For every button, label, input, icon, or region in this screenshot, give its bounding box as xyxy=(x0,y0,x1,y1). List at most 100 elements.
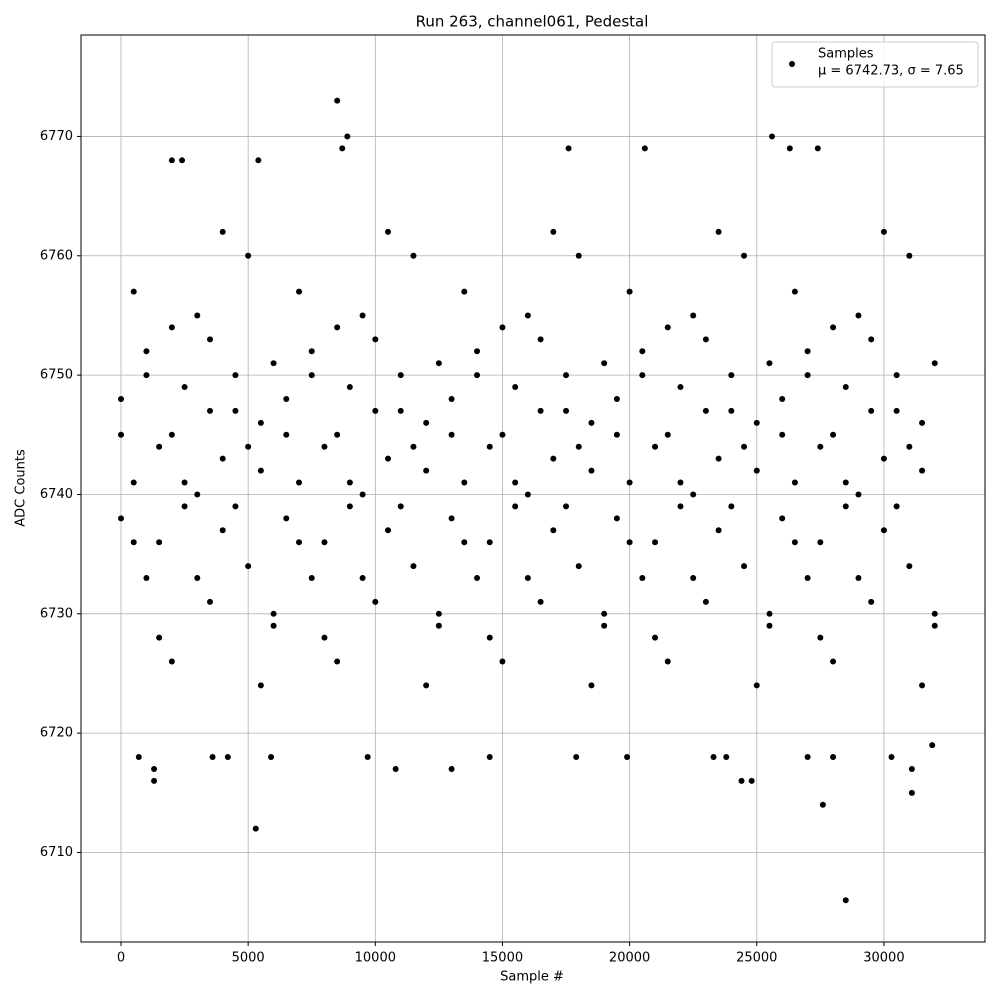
point xyxy=(524,575,531,582)
point xyxy=(168,324,175,331)
point xyxy=(537,336,544,343)
point xyxy=(461,288,468,295)
point xyxy=(385,455,392,462)
point xyxy=(769,133,776,140)
point xyxy=(855,491,862,498)
point xyxy=(499,324,506,331)
x-tick-label: 30000 xyxy=(863,951,904,966)
point xyxy=(842,503,849,510)
point xyxy=(207,407,214,414)
point xyxy=(728,407,735,414)
x-tick-label: 5000 xyxy=(232,951,265,966)
point xyxy=(346,503,353,510)
point xyxy=(448,765,455,772)
point xyxy=(321,634,328,641)
point xyxy=(346,479,353,486)
point xyxy=(741,252,748,259)
point xyxy=(741,563,748,570)
point xyxy=(181,479,188,486)
point xyxy=(868,407,875,414)
point xyxy=(334,97,341,104)
point xyxy=(385,228,392,235)
point xyxy=(207,598,214,605)
point xyxy=(537,598,544,605)
point xyxy=(344,133,351,140)
point xyxy=(626,539,633,546)
point xyxy=(613,395,620,402)
point xyxy=(130,288,137,295)
point xyxy=(435,610,442,617)
point xyxy=(499,658,506,665)
point xyxy=(168,658,175,665)
point xyxy=(118,431,125,438)
point xyxy=(639,575,646,582)
point xyxy=(252,825,259,832)
point xyxy=(728,503,735,510)
y-tick-label: 6720 xyxy=(40,726,73,741)
point xyxy=(118,395,125,402)
point xyxy=(563,407,570,414)
point xyxy=(334,324,341,331)
point xyxy=(830,754,837,761)
point xyxy=(715,228,722,235)
point xyxy=(791,479,798,486)
point xyxy=(664,431,671,438)
point xyxy=(817,634,824,641)
point xyxy=(814,145,821,152)
point xyxy=(397,372,404,379)
point xyxy=(143,348,150,355)
point xyxy=(232,503,239,510)
point xyxy=(392,765,399,772)
point xyxy=(664,324,671,331)
points xyxy=(118,97,938,904)
point xyxy=(804,575,811,582)
point xyxy=(804,348,811,355)
point xyxy=(929,742,936,749)
point xyxy=(931,622,938,629)
point xyxy=(652,443,659,450)
point xyxy=(715,455,722,462)
point xyxy=(880,527,887,534)
point xyxy=(224,754,231,761)
point xyxy=(209,754,216,761)
point xyxy=(550,527,557,534)
x-axis-label: Sample # xyxy=(500,970,564,985)
y-axis-label: ADC Counts xyxy=(14,449,29,527)
point xyxy=(738,777,745,784)
point xyxy=(601,360,608,367)
point xyxy=(677,503,684,510)
chart-title: Run 263, channel061, Pedestal xyxy=(416,13,649,31)
point xyxy=(639,372,646,379)
point xyxy=(194,312,201,319)
point xyxy=(448,395,455,402)
point xyxy=(690,575,697,582)
point xyxy=(779,395,786,402)
point xyxy=(270,622,277,629)
point xyxy=(766,610,773,617)
point xyxy=(702,407,709,414)
point xyxy=(283,395,290,402)
x-tick-label: 25000 xyxy=(736,951,777,966)
point xyxy=(194,491,201,498)
point xyxy=(283,515,290,522)
point xyxy=(626,288,633,295)
point xyxy=(855,312,862,319)
point xyxy=(410,443,417,450)
point xyxy=(842,897,849,904)
point xyxy=(710,754,717,761)
point xyxy=(423,682,430,689)
point xyxy=(601,622,608,629)
point xyxy=(245,563,252,570)
point xyxy=(766,360,773,367)
point xyxy=(893,407,900,414)
point xyxy=(791,539,798,546)
point xyxy=(613,515,620,522)
point xyxy=(804,372,811,379)
point xyxy=(207,336,214,343)
point xyxy=(359,312,366,319)
point xyxy=(270,360,277,367)
point xyxy=(346,384,353,391)
y-tick-label: 6740 xyxy=(40,487,73,502)
point xyxy=(893,503,900,510)
